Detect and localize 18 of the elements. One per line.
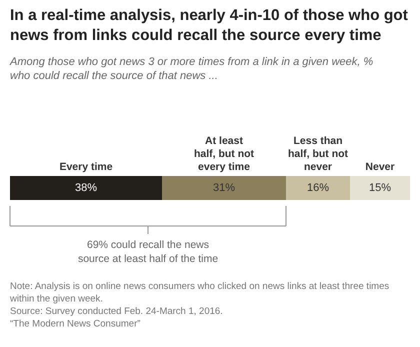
series-label: Never bbox=[365, 161, 395, 173]
text: “The Modern News Consumer” bbox=[10, 318, 140, 330]
data-label: 38% bbox=[74, 182, 98, 194]
text: Note: Analysis is on online news consumers who clicked on news links at least three times within the given week. bbox=[9, 281, 390, 304]
data-label: 15% bbox=[368, 182, 392, 194]
series-label: Every time bbox=[59, 161, 113, 173]
chart-title: In a real-time analysis, nearly 4-in-10 of those who got news from links could recall the source every time bbox=[10, 7, 408, 44]
series-label: Less than half, but not never bbox=[288, 135, 349, 173]
data-label: 31% bbox=[212, 182, 236, 194]
bar bbox=[286, 176, 350, 200]
bar bbox=[162, 176, 286, 200]
bar bbox=[350, 176, 410, 200]
series-label: At least half, but not every time bbox=[194, 135, 255, 173]
source-note: Source: Survey conducted Feb. 24-March 1, 2016. bbox=[10, 306, 223, 317]
chart-subtitle: Among those who got news 3 or more times from a link in a given week, % who could recall the source of that news ... bbox=[9, 56, 374, 82]
bar bbox=[10, 176, 162, 200]
data-label: 16% bbox=[306, 182, 330, 194]
text: 69% could recall the news source at least half of the time bbox=[78, 239, 218, 265]
